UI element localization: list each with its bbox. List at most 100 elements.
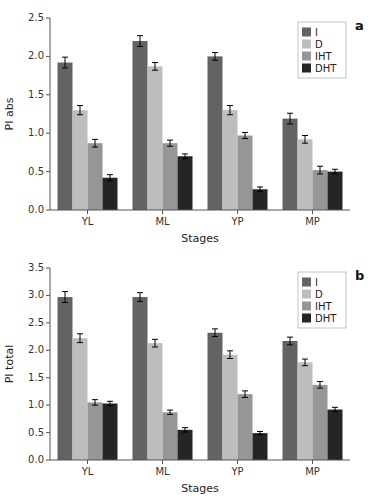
legend-box bbox=[298, 272, 346, 328]
x-tick-label: YP bbox=[230, 216, 243, 227]
y-tick bbox=[46, 133, 50, 134]
y-tick-label: 2.0 bbox=[28, 344, 44, 355]
title: a bbox=[355, 18, 364, 33]
y-axis-label: PI total bbox=[3, 345, 16, 384]
bar bbox=[148, 343, 163, 460]
error-bar bbox=[92, 400, 98, 405]
y-tick-label: 0.5 bbox=[28, 166, 44, 177]
legend-label: D bbox=[315, 289, 323, 300]
bar bbox=[253, 189, 268, 210]
error-bar bbox=[182, 428, 188, 432]
error-bar bbox=[257, 187, 263, 192]
bar bbox=[73, 110, 88, 210]
legend-swatch bbox=[302, 28, 311, 37]
error-bar bbox=[167, 410, 173, 414]
y-tick bbox=[46, 171, 50, 172]
error-bar bbox=[317, 166, 323, 174]
y-tick bbox=[46, 377, 50, 378]
x-tick-label: MP bbox=[305, 216, 320, 227]
bar bbox=[133, 41, 148, 210]
y-tick bbox=[46, 322, 50, 323]
bar bbox=[88, 402, 103, 460]
bar bbox=[253, 433, 268, 460]
y-tick-label: 0.0 bbox=[28, 454, 44, 465]
legend-swatch bbox=[302, 290, 311, 299]
y-tick-label: 3.0 bbox=[28, 289, 44, 300]
figure: 0.00.51.01.52.02.5YLMLYPMPStagesPI absaI… bbox=[0, 0, 374, 500]
series bbox=[73, 334, 313, 460]
x-axis-label: Stages bbox=[181, 482, 219, 495]
error-bar bbox=[242, 132, 248, 138]
bar bbox=[313, 170, 328, 210]
bar bbox=[163, 412, 178, 460]
series bbox=[103, 154, 343, 210]
error-bar bbox=[287, 113, 293, 124]
bar bbox=[223, 110, 238, 210]
error-bar bbox=[212, 53, 218, 61]
panel: 0.00.51.01.52.02.5YLMLYPMPStagesPI absaI… bbox=[3, 12, 364, 245]
bar bbox=[163, 143, 178, 210]
error-bar bbox=[62, 292, 68, 303]
error-bar bbox=[137, 293, 143, 302]
y-axis-line bbox=[50, 268, 51, 460]
legend-swatch bbox=[302, 52, 311, 61]
error-bar bbox=[287, 337, 293, 345]
x-tick bbox=[87, 460, 88, 464]
error-bar bbox=[152, 339, 158, 347]
series bbox=[73, 63, 313, 210]
legend: IDIHTDHT bbox=[298, 272, 346, 328]
x-tick-label: YP bbox=[230, 466, 243, 477]
bar bbox=[328, 172, 343, 210]
error-bar bbox=[242, 391, 248, 398]
error-bar bbox=[137, 36, 143, 47]
legend-label: DHT bbox=[315, 313, 337, 324]
y-tick bbox=[46, 94, 50, 95]
bar bbox=[148, 66, 163, 210]
legend-swatch bbox=[302, 64, 311, 73]
legend-label: I bbox=[315, 277, 318, 288]
bar bbox=[133, 297, 148, 460]
bar bbox=[313, 385, 328, 460]
y-tick-label: 1.0 bbox=[28, 127, 44, 138]
error-bar bbox=[332, 407, 338, 411]
bar bbox=[238, 394, 253, 460]
bar bbox=[328, 410, 343, 460]
error-bar bbox=[107, 175, 113, 181]
y-axis-label: PI abs bbox=[3, 97, 16, 130]
error-bar bbox=[107, 401, 113, 405]
error-bar bbox=[302, 359, 308, 366]
bar bbox=[58, 297, 73, 460]
legend-label: IHT bbox=[315, 51, 332, 62]
x-tick-label: MP bbox=[305, 466, 320, 477]
legend-label: D bbox=[315, 39, 323, 50]
x-tick-label: ML bbox=[155, 216, 170, 227]
legend-swatch bbox=[302, 40, 311, 49]
error-bar bbox=[332, 169, 338, 174]
series bbox=[58, 292, 298, 460]
bar bbox=[88, 143, 103, 210]
y-tick bbox=[46, 268, 50, 269]
x-axis-line bbox=[50, 210, 350, 211]
series bbox=[88, 132, 328, 210]
x-tick bbox=[237, 460, 238, 464]
error-bar bbox=[227, 351, 233, 359]
series bbox=[88, 382, 328, 460]
error-bar bbox=[227, 106, 233, 115]
x-tick-label: YL bbox=[81, 216, 94, 227]
error-bar bbox=[92, 139, 98, 147]
y-axis: 0.00.51.01.52.02.53.03.5 bbox=[28, 262, 50, 465]
x-axis-label: Stages bbox=[181, 232, 219, 245]
y-tick-label: 1.0 bbox=[28, 399, 44, 410]
bar bbox=[208, 56, 223, 210]
y-tick-label: 0.5 bbox=[28, 427, 44, 438]
y-tick-label: 2.5 bbox=[28, 317, 44, 328]
error-bar bbox=[77, 106, 83, 115]
legend-box bbox=[298, 22, 346, 78]
error-bar bbox=[62, 57, 68, 68]
bar bbox=[103, 403, 118, 460]
y-tick bbox=[46, 432, 50, 433]
x-tick-label: YL bbox=[81, 466, 94, 477]
legend-label: I bbox=[315, 27, 318, 38]
bar bbox=[58, 63, 73, 210]
error-bar bbox=[167, 140, 173, 146]
